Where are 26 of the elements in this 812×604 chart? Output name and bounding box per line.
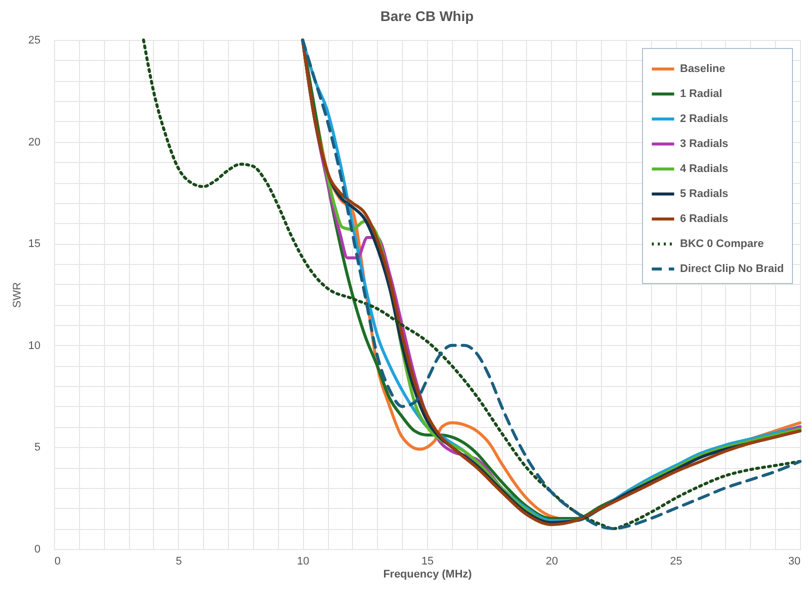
x-tick-label: 5	[176, 556, 182, 568]
chart-title: Bare CB Whip	[380, 8, 474, 24]
legend-label: Baseline	[680, 63, 726, 75]
y-tick-label: 0	[34, 544, 40, 556]
x-tick-label: 0	[54, 556, 61, 568]
y-tick-label: 10	[28, 340, 40, 352]
x-tick-label: 25	[670, 556, 682, 568]
y-tick-label: 20	[28, 136, 40, 148]
y-axis-title: SWR	[11, 282, 24, 308]
legend-label: BKC 0 Compare	[680, 238, 764, 250]
y-tick-label: 5	[34, 442, 40, 454]
legend-label: 6 Radials	[680, 213, 728, 225]
x-tick-label: 15	[421, 556, 434, 568]
legend-label: 4 Radials	[680, 163, 728, 175]
legend-label: 3 Radials	[680, 138, 728, 150]
legend-label: 2 Radials	[680, 113, 728, 125]
legend-label: 5 Radials	[680, 188, 728, 200]
y-tick-label: 15	[28, 238, 40, 250]
x-axis-title: Frequency (MHz)	[383, 568, 472, 580]
legend-label: Direct Clip No Braid	[680, 263, 784, 275]
y-tick-label: 25	[28, 34, 40, 46]
line-series	[142, 38, 802, 530]
x-tick-label: 30	[788, 556, 800, 568]
legend-label: 1 Radial	[680, 88, 722, 100]
x-tick-label: 20	[546, 556, 558, 568]
x-tick-label: 10	[297, 556, 310, 568]
